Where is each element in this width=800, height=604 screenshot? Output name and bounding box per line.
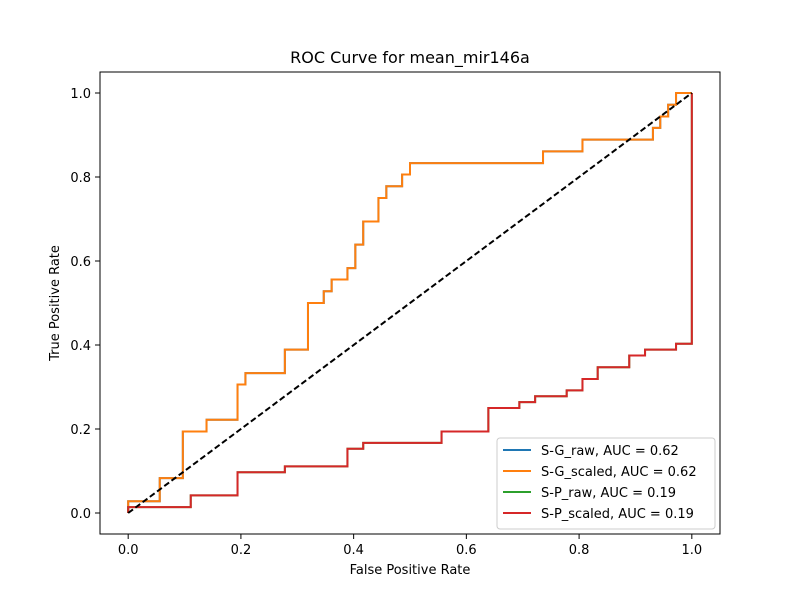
y-axis-ticks: 0.0 0.2 0.4 0.6 0.8 1.0 <box>70 87 100 522</box>
y-tick-label: 0.4 <box>70 339 91 354</box>
series-line-1 <box>127 92 692 513</box>
legend-label-3: S-P_scaled, AUC = 0.19 <box>541 507 694 522</box>
legend-box <box>496 437 716 530</box>
plot-frame <box>99 71 721 535</box>
y-tick-label: 0.0 <box>70 507 91 522</box>
y-tick-label: 0.6 <box>70 255 91 270</box>
legend-label-1: S-G_scaled, AUC = 0.62 <box>541 465 697 480</box>
y-axis-label: True Positive Rate <box>48 245 63 362</box>
y-tick-label: 0.2 <box>70 423 91 438</box>
x-tick-label: 1.0 <box>681 543 702 558</box>
x-tick-label: 0.2 <box>231 543 252 558</box>
legend-entries: S-G_raw, AUC = 0.62 S-G_scaled, AUC = 0.6… <box>503 444 697 522</box>
y-tick-label: 1.0 <box>70 87 91 102</box>
x-tick-label: 0.0 <box>118 543 139 558</box>
chance-diagonal-line <box>127 92 693 514</box>
x-axis-label: False Positive Rate <box>350 563 471 578</box>
series-layer <box>127 92 693 513</box>
chart-title: ROC Curve for mean_mir146a <box>290 48 530 68</box>
x-tick-label: 0.4 <box>343 543 364 558</box>
legend-label-0: S-G_raw, AUC = 0.62 <box>541 444 679 459</box>
y-tick-label: 0.8 <box>70 171 91 186</box>
x-tick-label: 0.8 <box>569 543 590 558</box>
x-axis-ticks: 0.0 0.2 0.4 0.6 0.8 1.0 <box>118 534 702 558</box>
legend: S-G_raw, AUC = 0.62 S-G_scaled, AUC = 0.6… <box>496 437 716 530</box>
legend-label-2: S-P_raw, AUC = 0.19 <box>541 486 676 501</box>
series-line-3 <box>127 93 693 513</box>
x-tick-label: 0.6 <box>456 543 477 558</box>
